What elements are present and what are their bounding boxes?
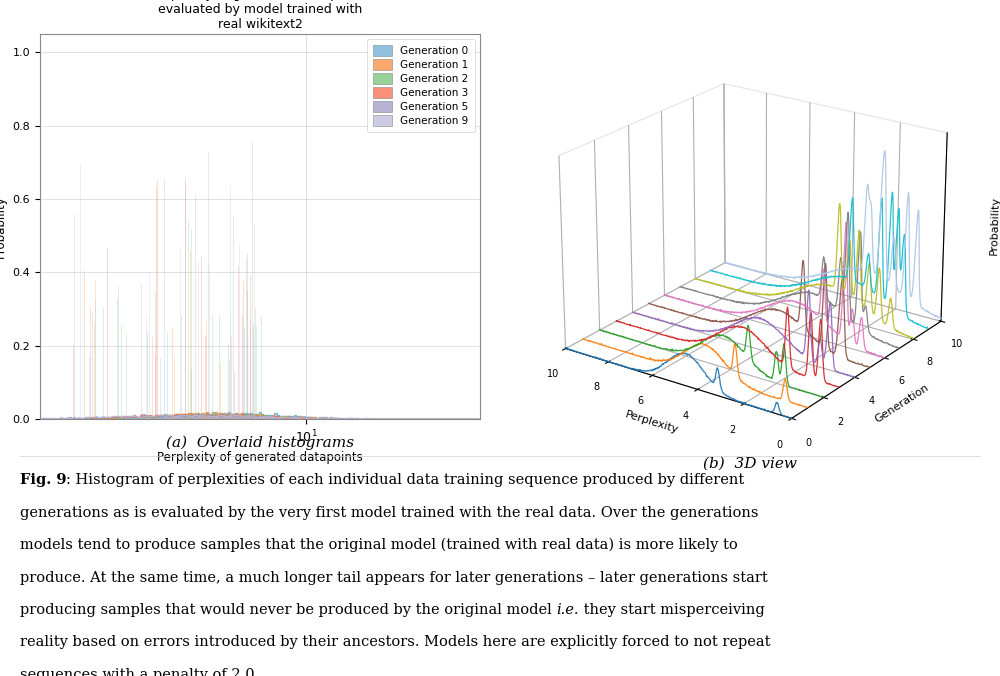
Y-axis label: Generation: Generation [873,382,931,425]
X-axis label: Perplexity of generated datapoints: Perplexity of generated datapoints [157,451,363,464]
Title: Perplexity of generated datapoints
evaluated by model trained with
real wikitext: Perplexity of generated datapoints evalu… [151,0,369,31]
Text: Fig. 9: Fig. 9 [20,473,66,487]
Text: they start misperceiving: they start misperceiving [579,603,765,617]
Text: produce. At the same time, a much longer tail appears for later generations – la: produce. At the same time, a much longer… [20,571,768,585]
Text: reality based on errors introduced by their ancestors. Models here are explicitl: reality based on errors introduced by th… [20,635,770,650]
Text: i.e.: i.e. [556,603,579,617]
Text: generations as is evaluated by the very first model trained with the real data. : generations as is evaluated by the very … [20,506,759,520]
Text: : Histogram of perplexities of each individual data training sequence produced b: : Histogram of perplexities of each indi… [66,473,745,487]
Text: producing samples that would never be produced by the original model: producing samples that would never be pr… [20,603,556,617]
Text: models tend to produce samples that the original model (trained with real data) : models tend to produce samples that the … [20,538,738,552]
Text: (a)  Overlaid histograms: (a) Overlaid histograms [166,436,354,450]
X-axis label: Perplexity: Perplexity [624,410,680,436]
Text: sequences with a penalty of 2.0.: sequences with a penalty of 2.0. [20,668,259,676]
Legend: Generation 0, Generation 1, Generation 2, Generation 3, Generation 5, Generation: Generation 0, Generation 1, Generation 2… [367,39,475,132]
Text: (b)  3D view: (b) 3D view [703,456,797,470]
Y-axis label: Probability: Probability [0,195,7,258]
